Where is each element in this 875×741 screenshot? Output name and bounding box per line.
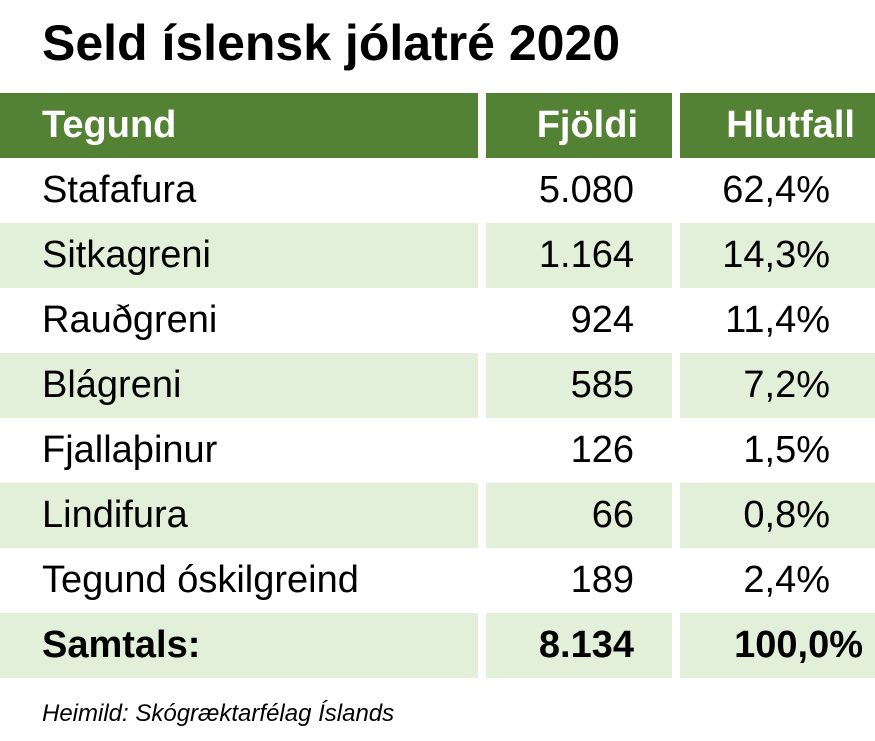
table-title: Seld íslensk jólatré 2020 xyxy=(42,15,621,71)
column-header: Fjöldi xyxy=(486,93,672,158)
table-cell: Rauðgreni xyxy=(42,299,218,341)
total-cell: 8.134 xyxy=(486,613,672,678)
table-cell: 66 xyxy=(486,483,672,548)
table-cell: 7,2% xyxy=(680,353,875,418)
table-cell: 924 xyxy=(570,299,634,341)
column-header: Hlutfall xyxy=(680,93,875,158)
column-header: Tegund xyxy=(0,93,478,158)
source-note: Heimild: Skógræktarfélag Íslands xyxy=(42,700,395,727)
table-cell: 5.080 xyxy=(538,169,634,211)
table-cell: Fjallaþinur xyxy=(42,429,218,471)
table-cell: 14,3% xyxy=(680,223,875,288)
table-cell: 11,4% xyxy=(725,299,830,341)
table-cell: Sitkagreni xyxy=(0,223,478,288)
table-cell: 0,8% xyxy=(680,483,875,548)
table-cell: 1,5% xyxy=(743,429,830,471)
table-cell: Blágreni xyxy=(0,353,478,418)
table-cell: 1.164 xyxy=(486,223,672,288)
table-cell: 585 xyxy=(486,353,672,418)
table-cell: 2,4% xyxy=(743,559,830,601)
table-cell: Tegund óskilgreind xyxy=(42,559,359,601)
table-cell: Stafafura xyxy=(42,169,197,211)
table-cell: Lindifura xyxy=(0,483,478,548)
total-cell: Samtals: xyxy=(0,613,478,678)
table-cell: 62,4% xyxy=(722,169,830,211)
table-cell: 126 xyxy=(570,429,634,471)
table-cell: 189 xyxy=(570,559,634,601)
total-cell: 100,0% xyxy=(680,613,875,678)
